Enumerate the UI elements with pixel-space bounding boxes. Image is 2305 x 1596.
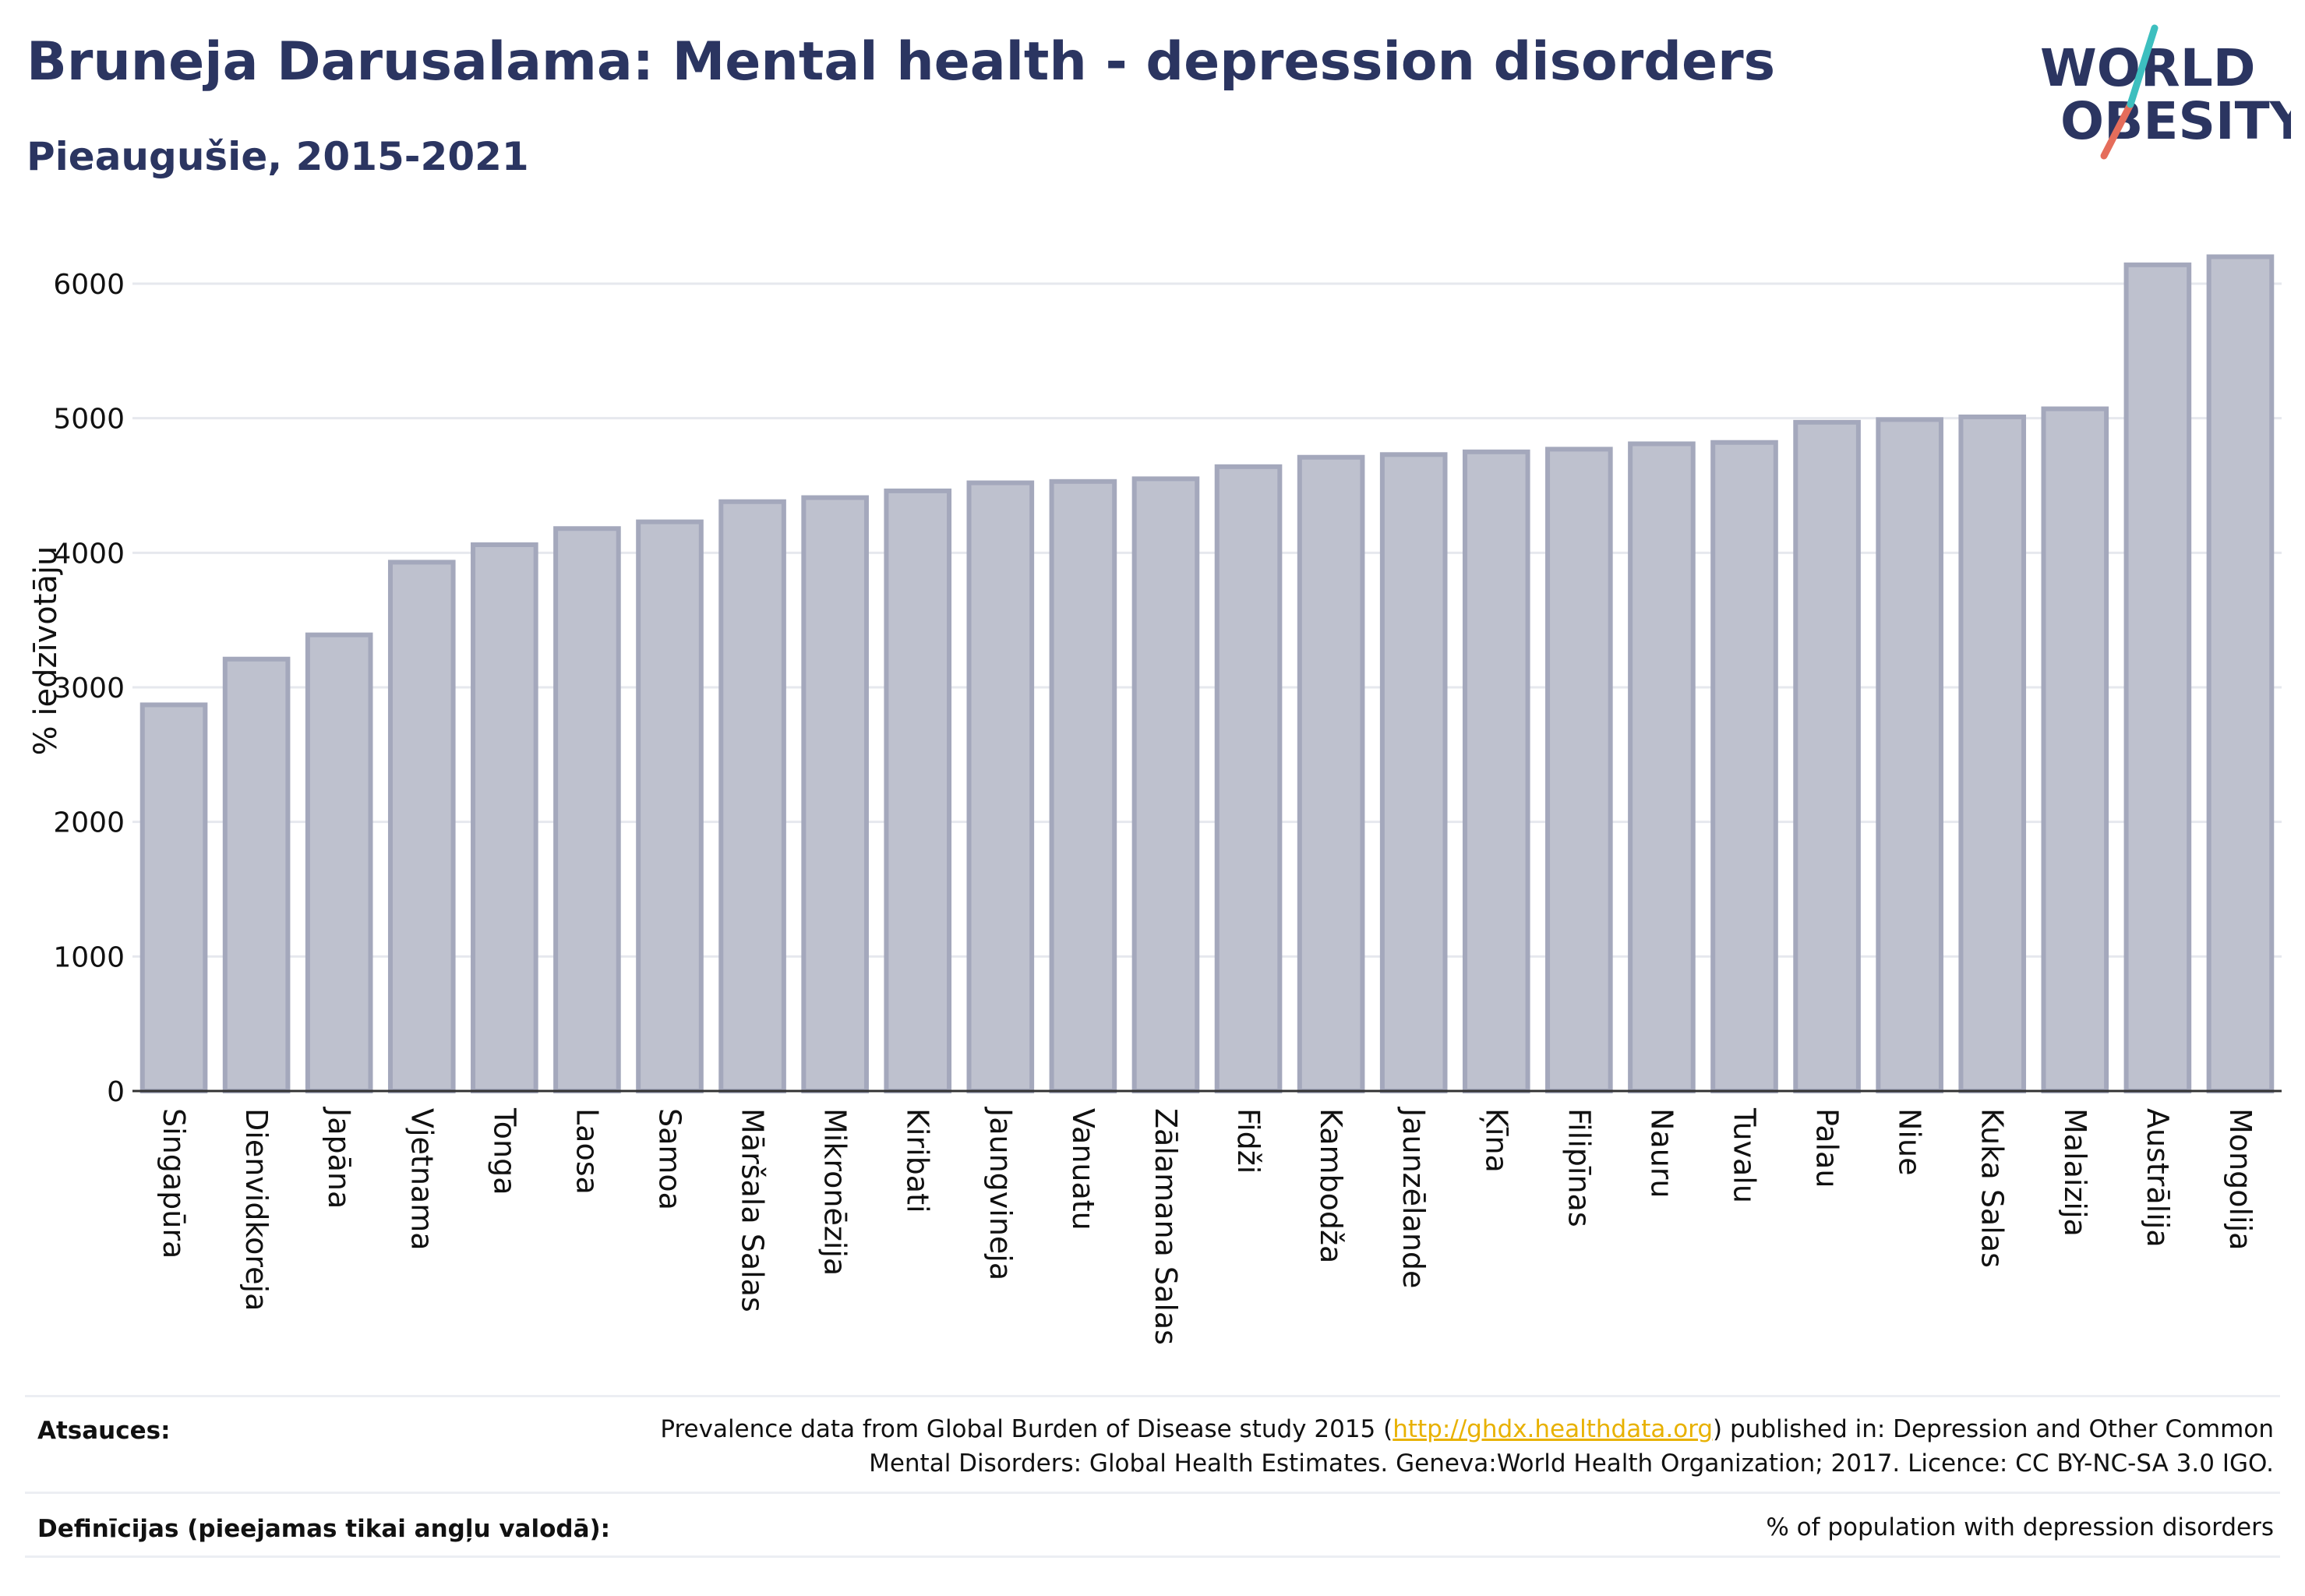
bar-18[interactable]	[1545, 447, 1613, 1093]
x-tick-label: Vjetnama	[404, 1108, 439, 1251]
x-tick-label: Kiribati	[901, 1108, 935, 1213]
y-tick-label: 3000	[53, 673, 125, 704]
bar-14[interactable]	[1214, 464, 1283, 1093]
bar-1[interactable]	[139, 702, 208, 1093]
x-tick-label: Zālamana Salas	[1149, 1108, 1183, 1345]
bar-19[interactable]	[1628, 441, 1696, 1093]
bar-chart: 0 1000 2000 3000 4000 5000 6000 % iedzīvotāju Si…	[28, 254, 2282, 1345]
x-tick-label: Mongolija	[2223, 1108, 2257, 1250]
bar-9[interactable]	[801, 495, 869, 1093]
bar-10[interactable]	[884, 488, 952, 1093]
logo-line2: OBESITY	[2060, 91, 2291, 151]
bar-12[interactable]	[1049, 478, 1117, 1093]
x-tick-label: Nauru	[1644, 1108, 1678, 1199]
bar-24[interactable]	[2041, 406, 2109, 1093]
bar-2[interactable]	[222, 656, 291, 1093]
definitions-label: Definīcijas (pieejamas tikai angļu valod…	[37, 1515, 611, 1543]
bar-20[interactable]	[1710, 440, 1778, 1093]
bar-5[interactable]	[471, 542, 538, 1093]
y-tick-label: 5000	[53, 404, 125, 436]
bar-25[interactable]	[2123, 262, 2192, 1093]
x-tick-label: Palau	[1810, 1108, 1844, 1188]
x-tick-label: Māršala Salas	[736, 1108, 770, 1312]
y-axis-label: % iedzīvotāju	[28, 546, 64, 756]
bar-16[interactable]	[1379, 452, 1448, 1093]
chart-title: Bruneja Darusalama: Mental health - depr…	[26, 31, 1776, 93]
bar-4[interactable]	[387, 560, 456, 1093]
bar-21[interactable]	[1793, 419, 1861, 1093]
x-tick-label: Vanuatu	[1066, 1108, 1100, 1231]
x-tick-label: Tonga	[487, 1107, 521, 1195]
x-tick-label: Kuka Salas	[1975, 1108, 2010, 1268]
footer-divider-bottom	[25, 1555, 2280, 1558]
bar-13[interactable]	[1131, 476, 1200, 1093]
x-tick-label: Filipīnas	[1562, 1108, 1596, 1227]
bar-26[interactable]	[2206, 254, 2275, 1093]
x-tick-label: Jaunzēlande	[1396, 1107, 1431, 1288]
x-tick-label: Austrālija	[2141, 1108, 2175, 1248]
x-tick-label: Samoa	[653, 1108, 687, 1210]
sources-text: Prevalence data from Global Burden of Di…	[660, 1415, 2274, 1478]
x-tick-label: Malaizija	[2058, 1108, 2092, 1237]
bar-11[interactable]	[966, 480, 1035, 1093]
y-tick-label: 0	[107, 1076, 125, 1108]
y-tick-label: 6000	[53, 269, 125, 301]
footer-divider-top	[25, 1395, 2280, 1397]
bar-8[interactable]	[718, 499, 786, 1093]
sources-link[interactable]: http://ghdx.healthdata.org	[1393, 1415, 1714, 1443]
x-tick-label: Fidži	[1231, 1108, 1265, 1174]
bar-22[interactable]	[1876, 417, 1943, 1093]
x-tick-label: Laosa	[570, 1108, 604, 1195]
x-tick-label: Ķīna	[1479, 1108, 1513, 1173]
x-tick-label: Singapūra	[157, 1108, 191, 1259]
x-tick-label: Jaungvineja	[983, 1107, 1018, 1280]
x-tick-label: Dienvidkoreja	[239, 1108, 274, 1311]
x-tick-label: Tuvalu	[1728, 1107, 1762, 1203]
y-tick-label: 4000	[53, 538, 125, 570]
world-obesity-logo: WORLD OBESITY	[2040, 24, 2291, 160]
footer-divider-middle	[25, 1492, 2280, 1494]
bar-7[interactable]	[636, 519, 704, 1093]
chart-subtitle: Pieaugušie, 2015-2021	[26, 134, 529, 179]
bar-17[interactable]	[1462, 449, 1530, 1093]
sources-label: Atsauces:	[37, 1417, 171, 1445]
x-tick-label: Niue	[1893, 1108, 1927, 1175]
x-tick-label: Mikronēzija	[818, 1108, 852, 1276]
definitions-text: % of population with depression disorder…	[1766, 1513, 2274, 1541]
x-tick-label: Japāna	[322, 1107, 356, 1209]
y-tick-label: 2000	[53, 807, 125, 839]
bar-23[interactable]	[1958, 414, 2027, 1093]
x-tick-label: Kambodža	[1314, 1108, 1348, 1263]
bar-3[interactable]	[305, 632, 373, 1093]
bar-15[interactable]	[1297, 454, 1365, 1093]
y-tick-label: 1000	[53, 941, 125, 973]
bar-6[interactable]	[553, 526, 621, 1093]
